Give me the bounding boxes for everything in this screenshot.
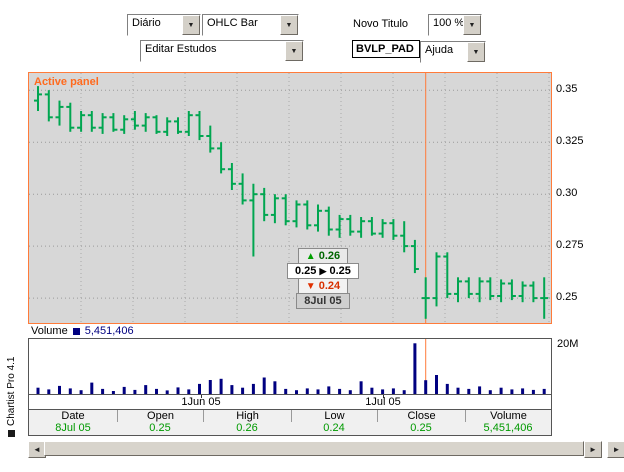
- volume-swatch-icon: [72, 327, 80, 335]
- zoom-select-value: 100 %: [429, 15, 463, 35]
- scroll-right-button[interactable]: ►: [584, 441, 602, 458]
- tooltip-close-value: 0.25: [329, 265, 351, 277]
- chevron-down-icon[interactable]: ▼: [467, 42, 485, 62]
- chart-type-select[interactable]: OHLC Bar ▼: [202, 14, 299, 36]
- x-tick-mark: [201, 395, 202, 398]
- x-axis-strip: 1Jun 05 1Jul 05: [28, 395, 552, 410]
- tooltip-high-value: 0.26: [318, 250, 341, 262]
- right-arrow-icon: ▶: [319, 266, 327, 276]
- volume-panel[interactable]: [28, 338, 552, 395]
- quote-table: Date Open High Low Close Volume 8Jul 05 …: [28, 410, 552, 436]
- chevron-down-icon[interactable]: ▼: [285, 41, 303, 61]
- tooltip-low: ▼ 0.24: [297, 278, 349, 294]
- tooltip-open-close: 0.25 ▶ 0.25: [287, 263, 359, 279]
- x-tick-label: 1Jun 05: [181, 396, 221, 408]
- table-value-open: 0.25: [149, 422, 171, 434]
- x-tick-label: 1Jul 05: [365, 396, 401, 408]
- crosshair-tooltip: ▲ 0.26 0.25 ▶ 0.25 ▼ 0.24 8Jul 05: [287, 248, 359, 309]
- period-select-value: Diário: [128, 15, 182, 35]
- table-value-high: 0.26: [236, 422, 258, 434]
- table-value-date: 8Jul 05: [55, 422, 91, 434]
- estudos-select-value: Editar Estudos: [141, 41, 285, 61]
- branding-text: Chartist Pro 4.1: [5, 356, 17, 426]
- down-triangle-icon: ▼: [305, 281, 316, 292]
- price-svg: [29, 73, 551, 323]
- volume-max-label: 20M: [557, 338, 579, 350]
- table-header-date: Date: [61, 410, 85, 422]
- zoom-select[interactable]: 100 % ▼: [428, 14, 482, 36]
- table-header-low: Low: [291, 410, 377, 422]
- y-tick-label: 0.30: [556, 187, 578, 199]
- y-tick-label: 0.25: [556, 291, 578, 303]
- price-chart-panel[interactable]: Active panel ▲ 0.26 0.25 ▶ 0.25 ▼ 0.24 8…: [28, 72, 552, 324]
- volume-legend-value: 5,451,406: [84, 325, 134, 337]
- table-header-high: High: [203, 410, 291, 422]
- table-header-volume: Volume: [465, 410, 551, 422]
- table-header-close: Close: [377, 410, 465, 422]
- tooltip-low-value: 0.24: [318, 280, 341, 292]
- novo-titulo-label: Novo Titulo: [353, 18, 409, 30]
- chart-type-select-value: OHLC Bar: [203, 15, 280, 35]
- ajuda-select-value: Ajuda: [421, 42, 467, 62]
- branding-label: Chartist Pro 4.1: [4, 333, 18, 437]
- y-tick-label: 0.275: [556, 239, 584, 251]
- volume-legend: Volume 5,451,406: [31, 325, 134, 337]
- chevron-down-icon[interactable]: ▼: [280, 15, 298, 35]
- symbol-input[interactable]: [352, 40, 420, 58]
- chevron-down-icon[interactable]: ▼: [463, 15, 481, 35]
- ajuda-select[interactable]: Ajuda ▼: [420, 41, 486, 63]
- tooltip-open-value: 0.25: [295, 265, 317, 277]
- y-tick-label: 0.325: [556, 135, 584, 147]
- scroll-left-button[interactable]: ◄: [28, 441, 46, 458]
- active-panel-label: Active panel: [34, 76, 99, 88]
- y-tick-label: 0.35: [556, 83, 578, 95]
- table-value-low: 0.24: [323, 422, 345, 434]
- tooltip-high: ▲ 0.26: [297, 248, 349, 264]
- volume-svg: [36, 339, 546, 394]
- tooltip-date-value: 8Jul 05: [304, 295, 342, 307]
- tooltip-date: 8Jul 05: [296, 293, 350, 309]
- volume-legend-label: Volume: [31, 325, 68, 337]
- table-value-volume: 5,451,406: [483, 422, 533, 434]
- table-value-close: 0.25: [410, 422, 432, 434]
- chevron-down-icon[interactable]: ▼: [182, 15, 200, 35]
- period-select[interactable]: Diário ▼: [127, 14, 201, 36]
- x-tick-mark: [383, 395, 384, 398]
- brand-icon: [7, 430, 15, 437]
- estudos-select[interactable]: Editar Estudos ▼: [140, 40, 304, 62]
- up-triangle-icon: ▲: [305, 251, 316, 262]
- scroll-page-right-button[interactable]: ►: [607, 441, 624, 458]
- table-header-open: Open: [117, 410, 203, 422]
- scrollbar-thumb[interactable]: [44, 441, 584, 456]
